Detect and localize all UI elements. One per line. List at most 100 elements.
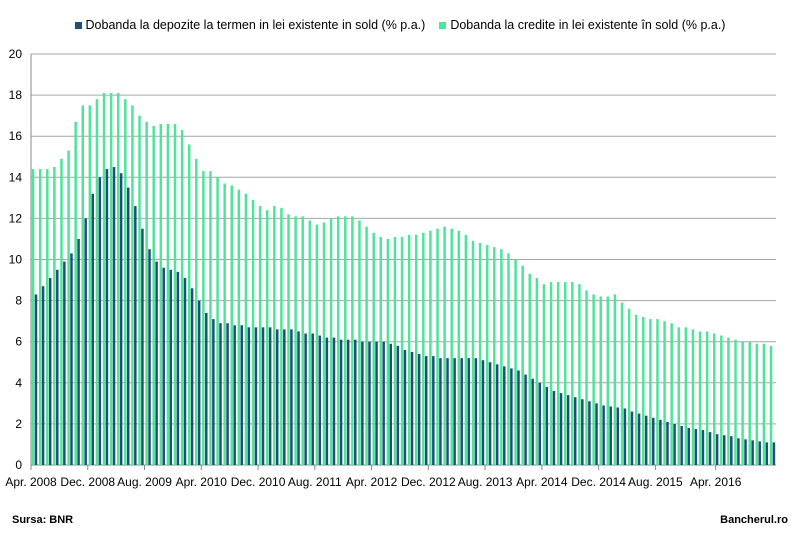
bar-credit — [116, 93, 120, 466]
bar-deposit — [311, 333, 314, 465]
bar-deposit — [630, 411, 634, 465]
bar-deposit — [573, 397, 577, 465]
bar-deposit — [730, 436, 733, 465]
y-tick-label: 12 — [9, 211, 23, 225]
bar-credit — [95, 99, 99, 466]
bar-deposit — [91, 193, 95, 466]
bar-deposit — [432, 356, 435, 465]
bar-deposit — [325, 337, 329, 465]
bar-deposit — [155, 261, 158, 465]
bar-deposit — [715, 434, 719, 465]
bar-credit — [102, 93, 106, 466]
x-tick-label: Apr. 2016 — [690, 475, 742, 489]
bar-credit — [344, 216, 347, 465]
bar-credit — [74, 121, 77, 465]
bar-deposit — [588, 401, 591, 465]
bar-deposit — [751, 440, 754, 465]
bar-deposit — [446, 358, 449, 465]
bar-deposit — [772, 442, 776, 465]
bar-credit — [571, 282, 574, 465]
y-tick-label: 16 — [9, 129, 23, 143]
bar-credit — [88, 105, 92, 465]
bar-deposit — [56, 269, 59, 465]
bar-deposit — [34, 294, 38, 465]
bar-deposit — [134, 206, 137, 465]
y-tick-label: 18 — [9, 88, 23, 102]
bar-deposit — [510, 368, 513, 465]
bar-credit — [613, 294, 617, 465]
bar-credit — [656, 319, 659, 465]
y-tick-label: 0 — [15, 458, 22, 472]
x-tick-label: Dec. 2012 — [401, 475, 456, 489]
bar-credit — [663, 321, 666, 465]
bar-credit — [301, 216, 304, 465]
bar-deposit — [261, 327, 265, 465]
bar-deposit — [439, 358, 442, 465]
bar-credit — [592, 294, 595, 465]
bar-credit — [535, 277, 539, 465]
bar-credit — [620, 302, 624, 465]
bar-deposit — [254, 327, 258, 465]
bar-deposit — [737, 438, 740, 465]
bar-deposit — [318, 335, 322, 465]
bar-credit — [124, 99, 127, 466]
bar-deposit — [495, 364, 499, 465]
bar-deposit — [545, 386, 549, 465]
bar-credit — [315, 224, 319, 465]
bar-credit — [755, 343, 759, 465]
bar-deposit — [77, 238, 80, 465]
x-tick-label: Dec. 2010 — [231, 475, 286, 489]
bar-deposit — [212, 319, 215, 465]
bar-deposit — [141, 228, 144, 465]
bar-deposit — [112, 167, 116, 465]
bar-deposit — [119, 173, 123, 465]
bar-credit — [244, 193, 248, 466]
bar-credit — [429, 230, 432, 465]
bar-credit — [521, 265, 524, 465]
bar-deposit — [339, 339, 343, 465]
bar-credit — [216, 177, 219, 466]
bar-deposit — [467, 358, 471, 465]
bar-deposit — [126, 187, 130, 465]
bar-deposit — [297, 331, 300, 465]
x-tick-label: Apr. 2008 — [5, 475, 57, 489]
bar-credit — [273, 206, 276, 465]
y-tick-label: 6 — [15, 335, 22, 349]
bar-credit — [322, 222, 326, 465]
bar-credit — [649, 319, 652, 465]
bar-credit — [585, 290, 588, 465]
bar-deposit — [361, 341, 364, 465]
bar-credit — [748, 341, 751, 465]
bar-deposit — [652, 417, 655, 465]
bar-credit — [195, 158, 198, 465]
bar-credit — [436, 228, 439, 465]
bar-credit — [166, 123, 170, 466]
bar-deposit — [247, 327, 251, 465]
legend-swatch-credits — [439, 21, 447, 29]
legend-label-credits: Dobanda la credite in lei existente în s… — [450, 18, 726, 32]
bar-deposit — [552, 391, 556, 465]
bar-deposit — [474, 358, 478, 465]
bar-credit — [209, 171, 212, 465]
legend-label-deposits: Dobanda la depozite la termen in lei exi… — [85, 18, 426, 32]
bar-credit — [500, 249, 503, 465]
bar-deposit — [169, 269, 173, 465]
bar-deposit — [375, 341, 378, 465]
bar-credit — [365, 226, 368, 465]
bar-deposit — [680, 425, 683, 465]
bar-deposit — [566, 395, 570, 465]
bar-credit — [280, 208, 283, 465]
chart-legend: Dobanda la depozite la termen in lei exi… — [0, 18, 800, 32]
bar-credit — [372, 232, 375, 465]
y-tick-label: 14 — [9, 170, 23, 184]
bar-deposit — [708, 432, 712, 465]
bar-credit — [691, 329, 695, 465]
bar-credit — [46, 169, 49, 465]
bar-deposit — [687, 428, 691, 465]
bar-credit — [606, 296, 610, 465]
bar-deposit — [410, 351, 414, 465]
bar-credit — [684, 327, 688, 465]
bar-credit — [599, 296, 602, 465]
bar-credit — [202, 171, 205, 465]
